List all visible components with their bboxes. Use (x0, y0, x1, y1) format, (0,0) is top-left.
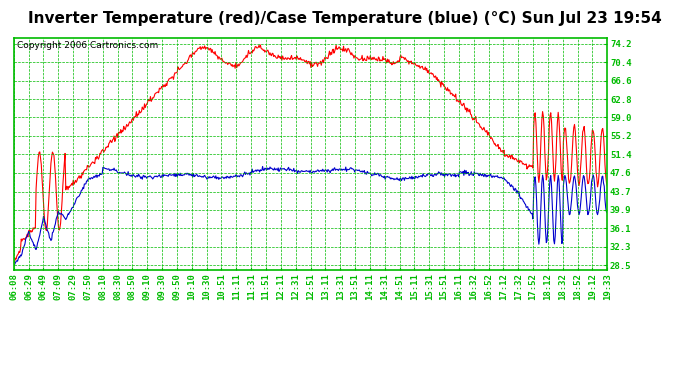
Text: Inverter Temperature (red)/Case Temperature (blue) (°C) Sun Jul 23 19:54: Inverter Temperature (red)/Case Temperat… (28, 11, 662, 26)
Text: Copyright 2006 Cartronics.com: Copyright 2006 Cartronics.com (17, 41, 158, 50)
